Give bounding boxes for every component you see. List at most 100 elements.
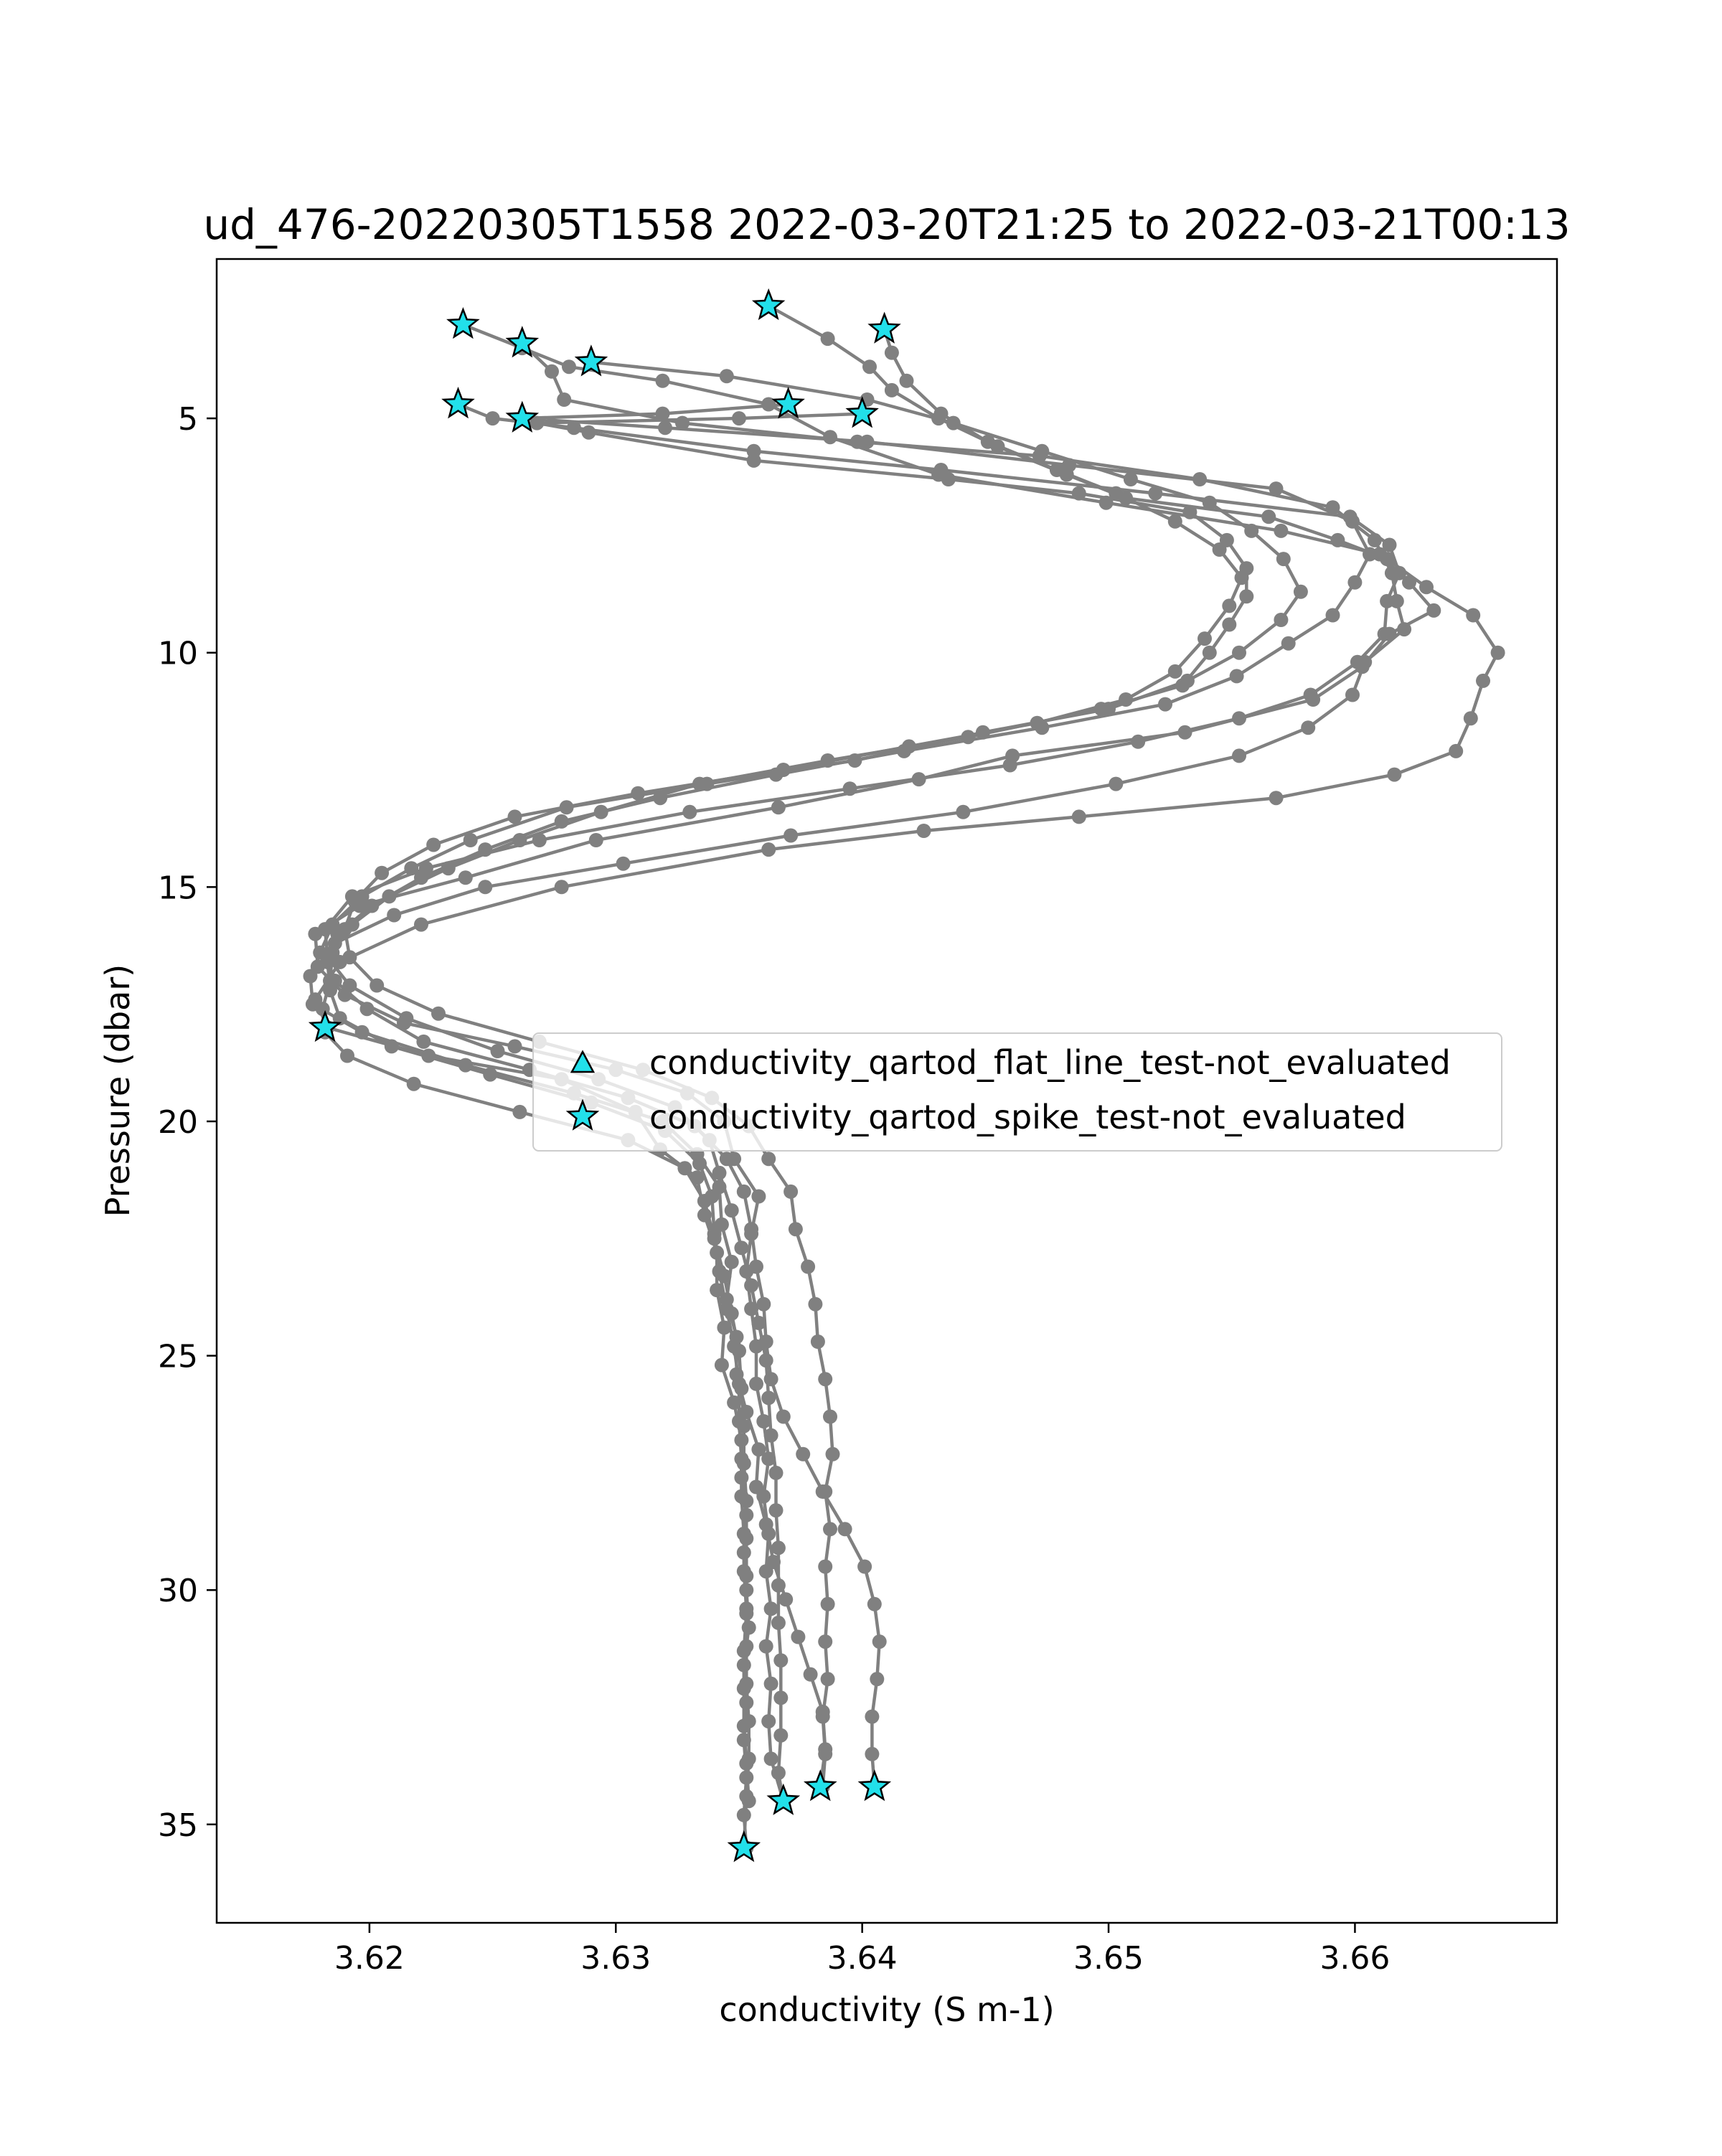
data-point	[507, 809, 522, 824]
data-point	[867, 1596, 882, 1611]
data-point	[342, 978, 357, 993]
data-point	[406, 1076, 421, 1091]
data-point	[771, 800, 786, 815]
data-point	[707, 1231, 722, 1246]
data-point	[825, 1446, 840, 1461]
data-point	[1303, 687, 1318, 702]
data-point	[758, 1353, 773, 1368]
data-point	[1175, 678, 1190, 693]
data-point	[884, 382, 899, 397]
y-axis-label: Pressure (dbar)	[98, 964, 137, 1217]
data-point	[483, 1067, 498, 1082]
data-point	[1182, 504, 1198, 519]
data-point	[692, 776, 707, 791]
data-point	[815, 1705, 830, 1719]
data-point	[956, 804, 971, 819]
data-point	[1281, 636, 1296, 651]
data-point	[717, 1320, 732, 1335]
legend-label-spike: conductivity_qartod_spike_test-not_evalu…	[649, 1098, 1406, 1136]
data-point	[1109, 776, 1124, 791]
data-point	[820, 331, 835, 347]
y-tick-label: 35	[158, 1807, 198, 1844]
data-point	[1232, 748, 1246, 763]
data-point	[478, 880, 493, 895]
data-point	[588, 833, 603, 847]
data-point	[751, 1315, 766, 1330]
data-point	[746, 453, 761, 468]
data-point	[788, 1222, 803, 1237]
x-tick-label: 3.65	[1073, 1940, 1144, 1977]
data-point	[719, 1152, 734, 1167]
data-point	[655, 373, 670, 388]
data-point	[842, 781, 857, 796]
data-point	[1274, 613, 1289, 627]
data-point	[545, 364, 559, 379]
data-point	[1222, 598, 1237, 613]
data-point	[980, 434, 995, 449]
data-point	[734, 1381, 749, 1396]
data-point	[870, 1672, 885, 1687]
data-point	[1276, 552, 1291, 567]
data-point	[776, 1409, 791, 1424]
legend-box	[532, 1032, 1502, 1152]
data-point	[739, 1568, 754, 1583]
data-point	[384, 1039, 399, 1054]
data-point	[763, 1428, 778, 1443]
data-point	[1274, 523, 1289, 538]
data-point	[1239, 589, 1254, 604]
x-tick-label: 3.64	[827, 1940, 898, 1977]
data-point	[1049, 463, 1064, 477]
data-point	[763, 1751, 778, 1766]
spike-flag-star-marker	[803, 1769, 837, 1802]
data-point	[303, 969, 318, 984]
data-point	[862, 359, 877, 375]
flag-markers	[308, 288, 901, 1863]
data-point	[1232, 645, 1246, 660]
profile-series-8	[315, 406, 1254, 1809]
data-point	[818, 1742, 833, 1757]
data-point	[724, 1254, 739, 1269]
x-tick-label: 3.66	[1319, 1940, 1390, 1977]
data-point	[1419, 580, 1434, 595]
data-point	[744, 1222, 759, 1237]
data-point	[784, 1184, 799, 1199]
data-point	[1382, 537, 1397, 552]
data-point	[1345, 514, 1360, 529]
data-point	[734, 1241, 749, 1256]
data-point	[370, 978, 385, 993]
data-point	[736, 1184, 751, 1199]
data-point	[1035, 443, 1050, 458]
data-point	[961, 730, 976, 745]
data-point	[616, 856, 631, 871]
data-point	[719, 369, 734, 384]
data-point	[1380, 593, 1395, 608]
data-point	[1148, 486, 1163, 501]
data-point	[344, 889, 359, 904]
data-point	[1261, 509, 1276, 524]
data-point	[751, 1189, 766, 1204]
data-point	[1229, 669, 1244, 684]
spike-flag-star-marker	[845, 396, 879, 428]
data-point	[441, 861, 456, 876]
data-point	[739, 1756, 754, 1771]
data-point	[808, 1296, 823, 1312]
data-point	[1347, 575, 1363, 590]
data-point	[771, 1578, 786, 1593]
data-point	[791, 1629, 806, 1644]
chart-title: ud_476-20220305T1558 2022-03-20T21:25 to…	[203, 200, 1570, 249]
data-point	[1325, 608, 1340, 623]
data-point	[823, 1522, 837, 1537]
data-point	[837, 1522, 852, 1537]
data-point	[463, 833, 478, 847]
x-tick-label: 3.62	[334, 1940, 405, 1977]
data-point	[736, 1681, 751, 1696]
data-point	[784, 828, 799, 843]
spike-flag-star-marker	[308, 1009, 342, 1042]
data-point	[815, 1484, 830, 1499]
data-point	[1239, 561, 1254, 576]
y-tick-label: 10	[158, 636, 198, 672]
data-point	[773, 1690, 789, 1705]
data-point	[739, 1494, 754, 1509]
data-point	[739, 1606, 754, 1621]
